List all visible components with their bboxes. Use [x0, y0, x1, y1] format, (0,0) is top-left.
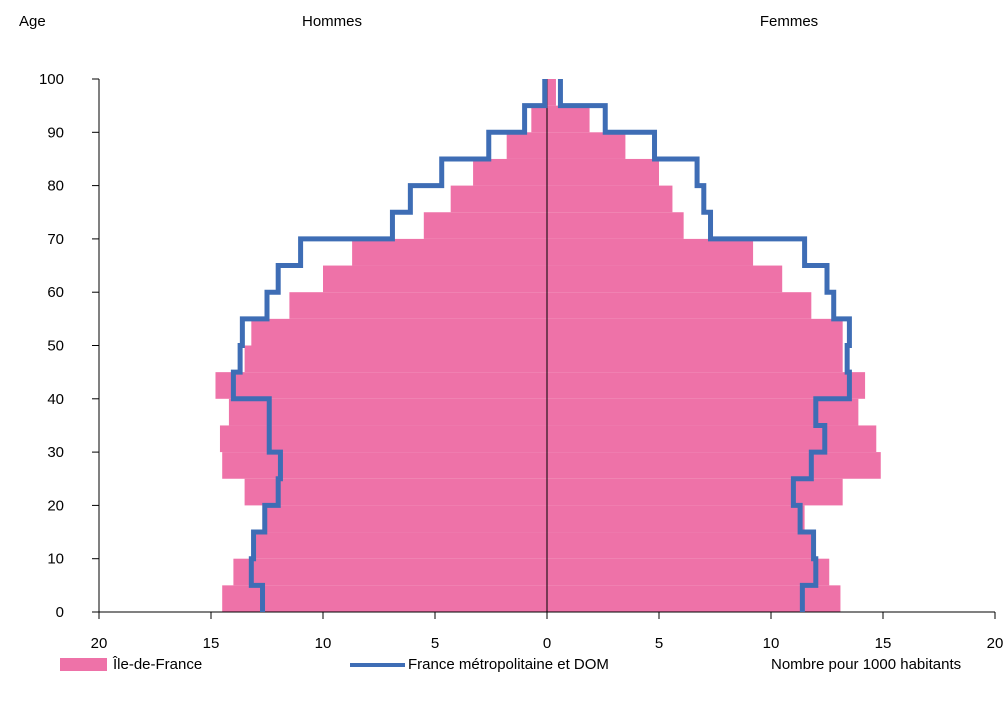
- x-tick-label-6: 10: [763, 635, 780, 650]
- legend-label-idf: Île-de-France: [113, 656, 203, 673]
- legend-swatch-france: [350, 662, 405, 667]
- bar-femmes-0: [547, 585, 841, 612]
- bar-hommes-85: [506, 132, 547, 159]
- bar-femmes-70: [547, 212, 684, 239]
- x-tick-label-7: 15: [875, 635, 892, 650]
- bar-femmes-85: [547, 132, 626, 159]
- bar-hommes-75: [450, 185, 547, 213]
- bar-hommes-40: [215, 372, 548, 399]
- x-tick-label-3: 5: [431, 635, 439, 650]
- y-tick-label-80: 80: [47, 178, 64, 195]
- bar-hommes-10: [255, 532, 548, 559]
- bar-femmes-25: [547, 452, 881, 479]
- y-tick-label-50: 50: [47, 338, 64, 355]
- line-france-hommes: [230, 79, 548, 612]
- y-tick-label-100: 100: [39, 71, 64, 88]
- bar-hommes-65: [352, 238, 547, 266]
- bar-femmes-55: [547, 292, 812, 319]
- bar-hommes-70: [423, 212, 547, 239]
- bar-femmes-45: [547, 345, 843, 373]
- y-tick-label-0: 0: [56, 604, 64, 621]
- france-lines: [230, 79, 852, 612]
- bar-femmes-95: [547, 79, 556, 106]
- title-strip-graphic: [0, 1, 220, 4]
- x-tick-label-0: 20: [91, 635, 108, 650]
- line-france-femmes: [557, 79, 852, 612]
- bar-femmes-80: [547, 158, 659, 186]
- y-tick-label-70: 70: [47, 231, 64, 248]
- y-tick-label-90: 90: [47, 124, 64, 141]
- bar-femmes-40: [547, 372, 866, 399]
- bar-femmes-60: [547, 265, 783, 293]
- legend-label-france: France métropolitaine et DOM: [408, 656, 609, 673]
- x-tick-label-8: 20: [987, 635, 1004, 650]
- x-tick-label-1: 15: [203, 635, 220, 650]
- hommes-header: Hommes: [302, 13, 362, 30]
- bar-femmes-75: [547, 185, 673, 213]
- y-tick-label-40: 40: [47, 391, 64, 408]
- bar-hommes-55: [289, 292, 547, 319]
- bar-femmes-65: [547, 238, 754, 266]
- bar-femmes-20: [547, 478, 843, 506]
- bar-hommes-60: [323, 265, 547, 293]
- y-tick-label-20: 20: [47, 497, 64, 514]
- y-tick-label-30: 30: [47, 444, 64, 461]
- x-tick-label-4: 0: [543, 635, 551, 650]
- legend-unit: Nombre pour 1000 habitants: [771, 656, 961, 673]
- legend-swatch-idf: [60, 658, 107, 671]
- bar-hommes-30: [219, 425, 547, 453]
- x-tick-label-5: 5: [655, 635, 663, 650]
- bar-hommes-35: [228, 398, 548, 426]
- bar-femmes-5: [547, 558, 830, 586]
- axes: [92, 78, 996, 619]
- legend-item-france: France métropolitaine et DOM: [350, 656, 609, 673]
- bar-femmes-30: [547, 425, 877, 453]
- legend-item-idf: Île-de-France: [60, 656, 202, 673]
- title-strip: [0, 0, 220, 4]
- bar-hommes-90: [531, 105, 547, 133]
- bar-hommes-15: [267, 505, 547, 533]
- bar-femmes-15: [547, 505, 805, 533]
- idf-bars: [215, 79, 881, 612]
- bar-hommes-5: [233, 558, 547, 586]
- bar-hommes-80: [473, 158, 547, 186]
- bar-hommes-25: [222, 452, 547, 479]
- bar-femmes-10: [547, 532, 816, 559]
- bar-femmes-90: [547, 105, 590, 133]
- bar-femmes-50: [547, 318, 843, 346]
- y-tick-label-60: 60: [47, 284, 64, 301]
- bar-hommes-45: [244, 345, 547, 373]
- legend-unit-label: Nombre pour 1000 habitants: [771, 656, 962, 673]
- femmes-header: Femmes: [760, 13, 818, 30]
- y-axis-title: Age: [19, 13, 46, 30]
- bar-hommes-20: [244, 478, 547, 506]
- bar-hommes-0: [222, 585, 547, 612]
- bar-femmes-35: [547, 398, 859, 426]
- bar-hommes-50: [251, 318, 547, 346]
- x-tick-label-2: 10: [315, 635, 332, 650]
- y-tick-label-10: 10: [47, 551, 64, 568]
